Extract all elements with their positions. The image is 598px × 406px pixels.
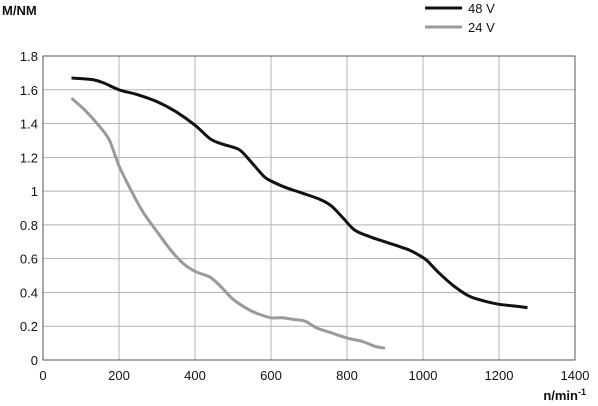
y-tick-label: 1.4: [20, 117, 38, 132]
y-tick-label: 0: [31, 353, 38, 368]
x-tick-label: 1200: [485, 368, 514, 383]
x-tick-label: 200: [108, 368, 130, 383]
x-tick-label: 1000: [409, 368, 438, 383]
grid-layer: [42, 55, 576, 361]
x-tick-label: 600: [260, 368, 282, 383]
x-tick-labels: 0 200 400 600 800 1000 1200 1400: [39, 368, 589, 383]
x-tick-label: 1400: [561, 368, 590, 383]
series-line-24v: [70, 97, 386, 350]
x-axis-label: n/min-1: [543, 387, 586, 403]
y-tick-labels: 0 0.2 0.4 0.6 0.8 1 1.2 1.4 1.6 1.8: [20, 49, 38, 368]
x-axis-label-superscript: -1: [578, 387, 586, 397]
series-layer: [70, 76, 528, 350]
y-tick-label: 1.6: [20, 83, 38, 98]
legend-label-24v: 24 V: [468, 20, 495, 35]
y-tick-label: 1: [31, 184, 38, 199]
y-tick-label: 1.2: [20, 150, 38, 165]
x-tick-label: 0: [39, 368, 46, 383]
y-tick-label: 1.8: [20, 49, 38, 64]
x-tick-label: 400: [184, 368, 206, 383]
y-tick-label: 0.6: [20, 252, 38, 267]
y-tick-label: 0.4: [20, 285, 38, 300]
y-tick-label: 0.8: [20, 218, 38, 233]
plot-frame: [42, 55, 576, 361]
x-tick-label: 800: [336, 368, 358, 383]
series-line-48v: [71, 76, 528, 310]
x-axis-label-text: n/min: [543, 388, 578, 403]
y-tick-label: 0.2: [20, 319, 38, 334]
y-axis-label: M/NM: [2, 3, 37, 18]
legend: 48 V 24 V: [425, 1, 495, 35]
legend-label-48v: 48 V: [468, 1, 495, 16]
